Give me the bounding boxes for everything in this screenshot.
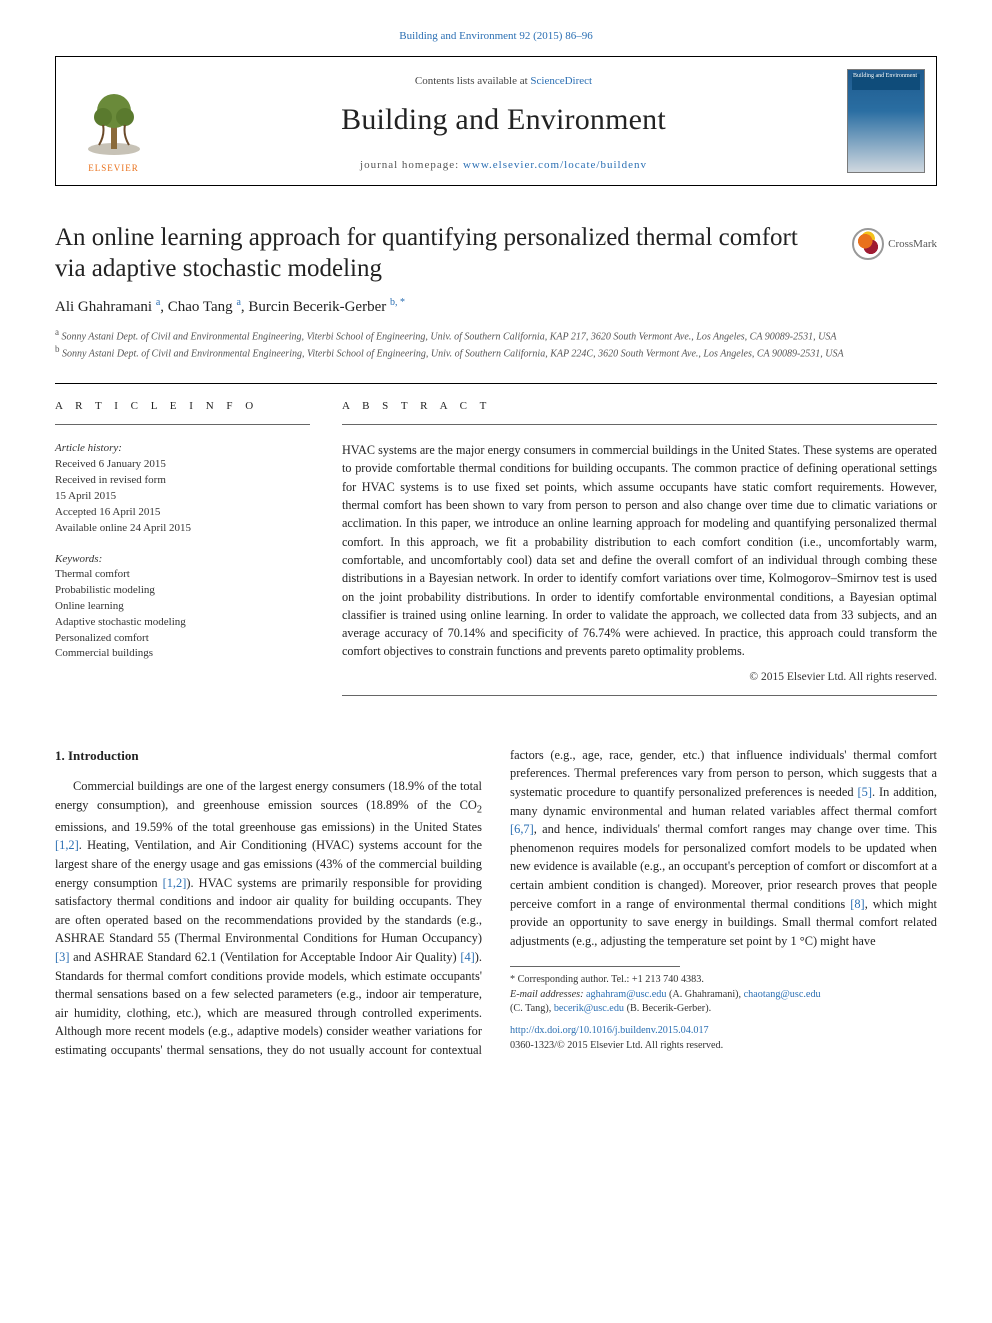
- keyword: Adaptive stochastic modeling: [55, 615, 310, 631]
- abstract-text: HVAC systems are the major energy consum…: [342, 441, 937, 661]
- article-history: Article history: Received 6 January 2015…: [55, 441, 310, 537]
- authors-line: Ali Ghahramani a, Chao Tang a, Burcin Be…: [55, 297, 937, 316]
- contents-line: Contents lists available at ScienceDirec…: [179, 75, 828, 87]
- affiliation-b-text: Sonny Astani Dept. of Civil and Environm…: [62, 349, 844, 360]
- abstract-col: A B S T R A C T HVAC systems are the maj…: [342, 400, 937, 712]
- author-3: Burcin Becerik-Gerber: [248, 299, 390, 315]
- homepage-line: journal homepage: www.elsevier.com/locat…: [179, 159, 828, 171]
- elsevier-tree-icon: [79, 89, 149, 159]
- divider: [55, 383, 937, 384]
- ref-link[interactable]: [1,2]: [163, 876, 187, 890]
- ref-link[interactable]: [1,2]: [55, 838, 79, 852]
- text: Commercial buildings are one of the larg…: [55, 779, 482, 812]
- author-3-aff[interactable]: b, *: [390, 297, 405, 308]
- doi-link[interactable]: http://dx.doi.org/10.1016/j.buildenv.201…: [510, 1025, 709, 1036]
- divider: [55, 424, 310, 425]
- intro-heading: 1. Introduction: [55, 746, 482, 766]
- keyword: Online learning: [55, 599, 310, 615]
- article-title: An online learning approach for quantify…: [55, 222, 834, 285]
- keyword: Personalized comfort: [55, 631, 310, 647]
- text: (A. Ghahramani),: [666, 989, 743, 1000]
- history-label: Article history:: [55, 441, 310, 457]
- history-line: Received 6 January 2015: [55, 457, 310, 473]
- ref-link[interactable]: [3]: [55, 950, 69, 964]
- history-line: Received in revised form: [55, 473, 310, 489]
- article-info-col: A R T I C L E I N F O Article history: R…: [55, 400, 310, 712]
- crossmark-badge[interactable]: CrossMark: [852, 228, 937, 260]
- history-line: 15 April 2015: [55, 489, 310, 505]
- info-abstract-row: A R T I C L E I N F O Article history: R…: [55, 400, 937, 712]
- issn-copyright: 0360-1323/© 2015 Elsevier Ltd. All right…: [510, 1040, 723, 1051]
- cover-thumb-block: Building and Environment: [836, 57, 936, 185]
- affiliation-a-text: Sonny Astani Dept. of Civil and Environm…: [62, 331, 837, 342]
- text: and ASHRAE Standard 62.1 (Ventilation fo…: [69, 950, 460, 964]
- citation-link[interactable]: Building and Environment 92 (2015) 86–96: [399, 30, 592, 42]
- email-label: E-mail addresses:: [510, 989, 586, 1000]
- doi-block: http://dx.doi.org/10.1016/j.buildenv.201…: [510, 1024, 937, 1053]
- history-line: Available online 24 April 2015: [55, 521, 310, 537]
- intro-section: 1. Introduction Commercial buildings are…: [55, 746, 937, 1060]
- email-link[interactable]: chaotang@usc.edu: [744, 989, 821, 1000]
- text: (C. Tang),: [510, 1003, 554, 1014]
- ref-link[interactable]: [6,7]: [510, 822, 534, 836]
- journal-header: ELSEVIER Contents lists available at Sci…: [55, 56, 937, 186]
- footnote-separator: [510, 966, 680, 967]
- email-line: E-mail addresses: aghahram@usc.edu (A. G…: [510, 988, 937, 1017]
- keyword: Probabilistic modeling: [55, 583, 310, 599]
- crossmark-label: CrossMark: [888, 238, 937, 250]
- elsevier-logo: ELSEVIER: [69, 73, 159, 173]
- history-line: Accepted 16 April 2015: [55, 505, 310, 521]
- header-center: Contents lists available at ScienceDirec…: [171, 57, 836, 185]
- affiliation-b: b Sonny Astani Dept. of Civil and Enviro…: [55, 343, 937, 361]
- email-link[interactable]: becerik@usc.edu: [554, 1003, 624, 1014]
- sep: ,: [160, 299, 168, 315]
- keywords-list: Thermal comfort Probabilistic modeling O…: [55, 567, 310, 663]
- contents-prefix: Contents lists available at: [415, 75, 530, 87]
- text: emissions, and 19.59% of the total green…: [55, 820, 482, 834]
- ref-link[interactable]: [8]: [850, 897, 864, 911]
- author-2: Chao Tang: [168, 299, 237, 315]
- divider: [342, 695, 937, 696]
- ref-link[interactable]: [4]: [460, 950, 474, 964]
- article-info-heading: A R T I C L E I N F O: [55, 400, 310, 412]
- journal-cover-thumb: Building and Environment: [847, 69, 925, 173]
- publisher-logo-block: ELSEVIER: [56, 57, 171, 185]
- sciencedirect-link[interactable]: ScienceDirect: [530, 75, 592, 87]
- email-link[interactable]: aghahram@usc.edu: [586, 989, 666, 1000]
- publisher-name: ELSEVIER: [88, 163, 139, 173]
- keywords-label: Keywords:: [55, 553, 310, 565]
- corresponding-author: * Corresponding author. Tel.: +1 213 740…: [510, 973, 937, 987]
- subscript: 2: [477, 804, 482, 815]
- author-1: Ali Ghahramani: [55, 299, 156, 315]
- journal-name: Building and Environment: [179, 103, 828, 137]
- homepage-link[interactable]: www.elsevier.com/locate/buildenv: [463, 159, 647, 171]
- keyword: Thermal comfort: [55, 567, 310, 583]
- text: (B. Becerik-Gerber).: [624, 1003, 711, 1014]
- ref-link[interactable]: [5]: [858, 785, 872, 799]
- title-row: An online learning approach for quantify…: [55, 222, 937, 285]
- divider: [342, 424, 937, 425]
- crossmark-icon: [852, 228, 884, 260]
- keyword: Commercial buildings: [55, 646, 310, 662]
- citation-line: Building and Environment 92 (2015) 86–96: [55, 30, 937, 42]
- footnotes: * Corresponding author. Tel.: +1 213 740…: [510, 973, 937, 1052]
- affiliations: a Sonny Astani Dept. of Civil and Enviro…: [55, 326, 937, 362]
- abstract-copyright: © 2015 Elsevier Ltd. All rights reserved…: [342, 671, 937, 683]
- cover-thumb-title: Building and Environment: [852, 72, 920, 81]
- abstract-heading: A B S T R A C T: [342, 400, 937, 412]
- homepage-label: journal homepage:: [360, 159, 463, 171]
- affiliation-a: a Sonny Astani Dept. of Civil and Enviro…: [55, 326, 937, 344]
